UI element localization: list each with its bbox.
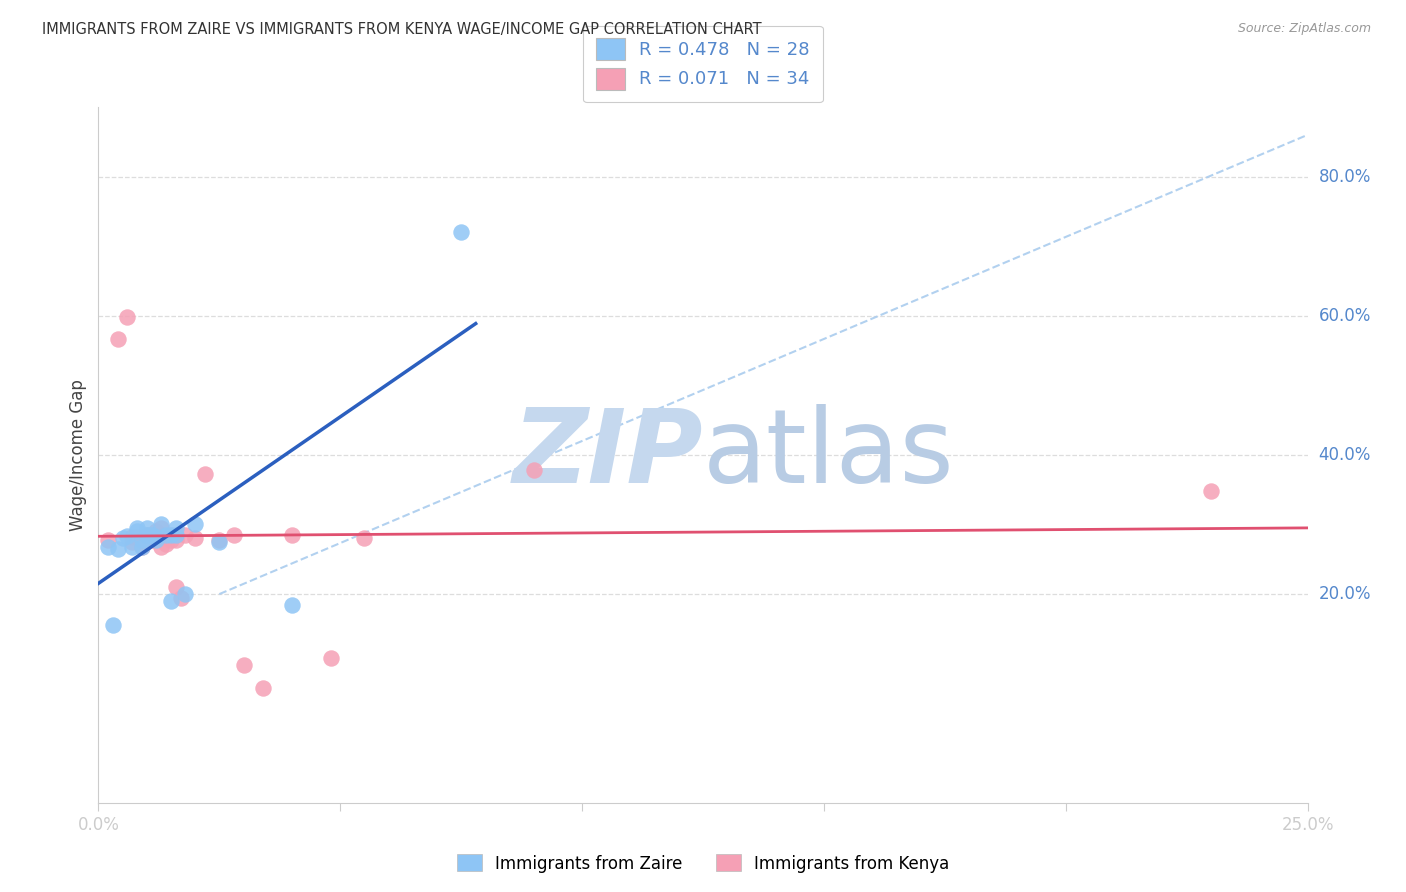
Point [208,533,231,547]
Point [150,521,173,535]
Point [208,534,231,549]
Point [450,225,472,239]
Text: IMMIGRANTS FROM ZAIRE VS IMMIGRANTS FROM KENYA WAGE/INCOME GAP CORRELATION CHART: IMMIGRANTS FROM ZAIRE VS IMMIGRANTS FROM… [42,22,762,37]
Text: atlas: atlas [703,404,955,506]
Text: 20.0%: 20.0% [1319,585,1371,603]
Point [184,517,207,532]
Point [160,528,183,542]
Point [252,681,274,695]
Point [131,540,153,554]
Point [150,528,173,542]
Point [169,591,191,605]
Point [131,533,153,547]
Text: 80.0%: 80.0% [1319,168,1371,186]
Point [101,618,124,632]
Point [174,528,197,542]
Point [141,532,163,546]
Point [127,530,149,544]
Point [107,541,129,556]
Point [121,534,143,549]
Point [184,532,207,546]
Point [131,533,153,547]
Point [97,533,120,547]
Point [135,528,157,542]
Point [145,524,167,539]
Point [1199,484,1222,499]
Point [117,310,139,325]
Point [165,580,187,594]
Text: 40.0%: 40.0% [1319,446,1371,464]
Point [165,528,187,542]
Point [165,533,187,547]
Text: 60.0%: 60.0% [1319,307,1371,325]
Point [155,528,177,542]
Point [121,540,143,554]
Point [174,587,197,601]
Point [523,463,546,477]
Point [141,528,163,542]
Text: ZIP: ZIP [512,404,703,506]
Point [155,537,177,551]
Point [135,533,157,547]
Point [107,333,129,347]
Point [232,658,254,673]
Y-axis label: Wage/Income Gap: Wage/Income Gap [69,379,87,531]
Point [160,594,183,608]
Point [319,651,342,665]
Legend: R = 0.478   N = 28, R = 0.071   N = 34: R = 0.478 N = 28, R = 0.071 N = 34 [583,26,823,103]
Point [150,517,173,532]
Point [121,530,143,544]
Point [141,533,163,547]
Point [222,528,245,542]
Point [150,540,173,554]
Point [131,540,153,554]
Point [141,528,163,542]
Point [135,521,157,535]
Point [117,529,139,543]
Point [135,528,157,542]
Point [97,540,120,554]
Legend: Immigrants from Zaire, Immigrants from Kenya: Immigrants from Zaire, Immigrants from K… [450,847,956,880]
Text: Source: ZipAtlas.com: Source: ZipAtlas.com [1237,22,1371,36]
Point [353,532,375,546]
Point [145,530,167,544]
Point [145,533,167,547]
Point [135,528,157,542]
Point [160,528,183,542]
Point [160,533,183,547]
Point [111,532,134,546]
Point [194,467,217,482]
Point [281,528,304,542]
Point [165,521,187,535]
Point [281,598,304,612]
Point [127,521,149,535]
Point [127,524,149,539]
